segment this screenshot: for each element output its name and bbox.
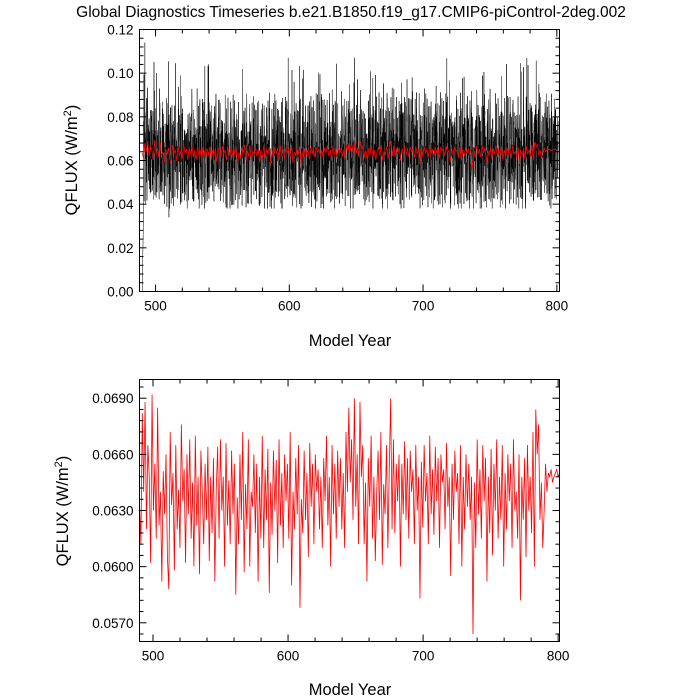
top-ytick-label: 0.06: [107, 154, 133, 169]
bottom-ytick-label: 0.0660: [92, 447, 133, 462]
bottom-plot-frame: [139, 379, 560, 642]
annual-series-line: [139, 394, 560, 635]
top-axis-ticks: [139, 29, 560, 292]
chart-title: Global Diagnostics Timeseries b.e21.B185…: [76, 4, 626, 21]
bottom-panel: 500 600 700 800 0.0570 0.0600 0.0630 0.0660 0.06…: [53, 379, 569, 699]
bottom-axis-ticks: [139, 379, 560, 642]
top-xtick-label: 700: [412, 299, 435, 314]
top-panel: 500 600 700 800 0.00 0.02 0.04 0.06 0.08 0.10 0.12…: [62, 23, 568, 351]
bottom-plot-lines: [139, 394, 560, 635]
bottom-xtick-label: 500: [142, 649, 165, 664]
top-xtick-label: 500: [144, 299, 167, 314]
bottom-tick-labels: 500 600 700 800 0.0570 0.0600 0.0630 0.0660 0.06…: [92, 391, 569, 663]
top-xtick-label: 800: [546, 299, 569, 314]
bottom-ytick-label: 0.0630: [92, 504, 133, 519]
annual-series-line-top: [141, 140, 559, 169]
top-ytick-label: 0.08: [107, 110, 133, 125]
bottom-xtick-label: 600: [277, 649, 300, 664]
bottom-xtick-label: 800: [547, 649, 570, 664]
bottom-xtick-label: 700: [412, 649, 435, 664]
top-plot-lines: [141, 42, 559, 292]
bottom-ytick-label: 0.0690: [92, 391, 133, 406]
bottom-ytick-label: 0.0600: [92, 560, 133, 575]
top-ytick-label: 0.02: [107, 241, 133, 256]
top-ytick-label: 0.00: [107, 285, 133, 300]
top-ytick-label: 0.04: [107, 197, 134, 212]
bottom-ytick-label: 0.0570: [92, 616, 133, 631]
bottom-y-axis-label: QFLUX (W/m2): [53, 456, 72, 567]
top-xtick-label: 600: [278, 299, 301, 314]
top-plot-frame: [139, 29, 560, 292]
top-x-axis-label: Model Year: [309, 332, 392, 350]
top-tick-labels: 500 600 700 800 0.00 0.02 0.04 0.06 0.08 0.10 0.12: [107, 23, 568, 314]
top-ytick-label: 0.10: [107, 66, 133, 81]
monthly-series-line: [141, 42, 559, 292]
bottom-x-axis-label: Model Year: [309, 681, 392, 699]
top-y-axis-label: QFLUX (W/m2): [62, 105, 81, 216]
top-ytick-label: 0.12: [107, 23, 133, 38]
